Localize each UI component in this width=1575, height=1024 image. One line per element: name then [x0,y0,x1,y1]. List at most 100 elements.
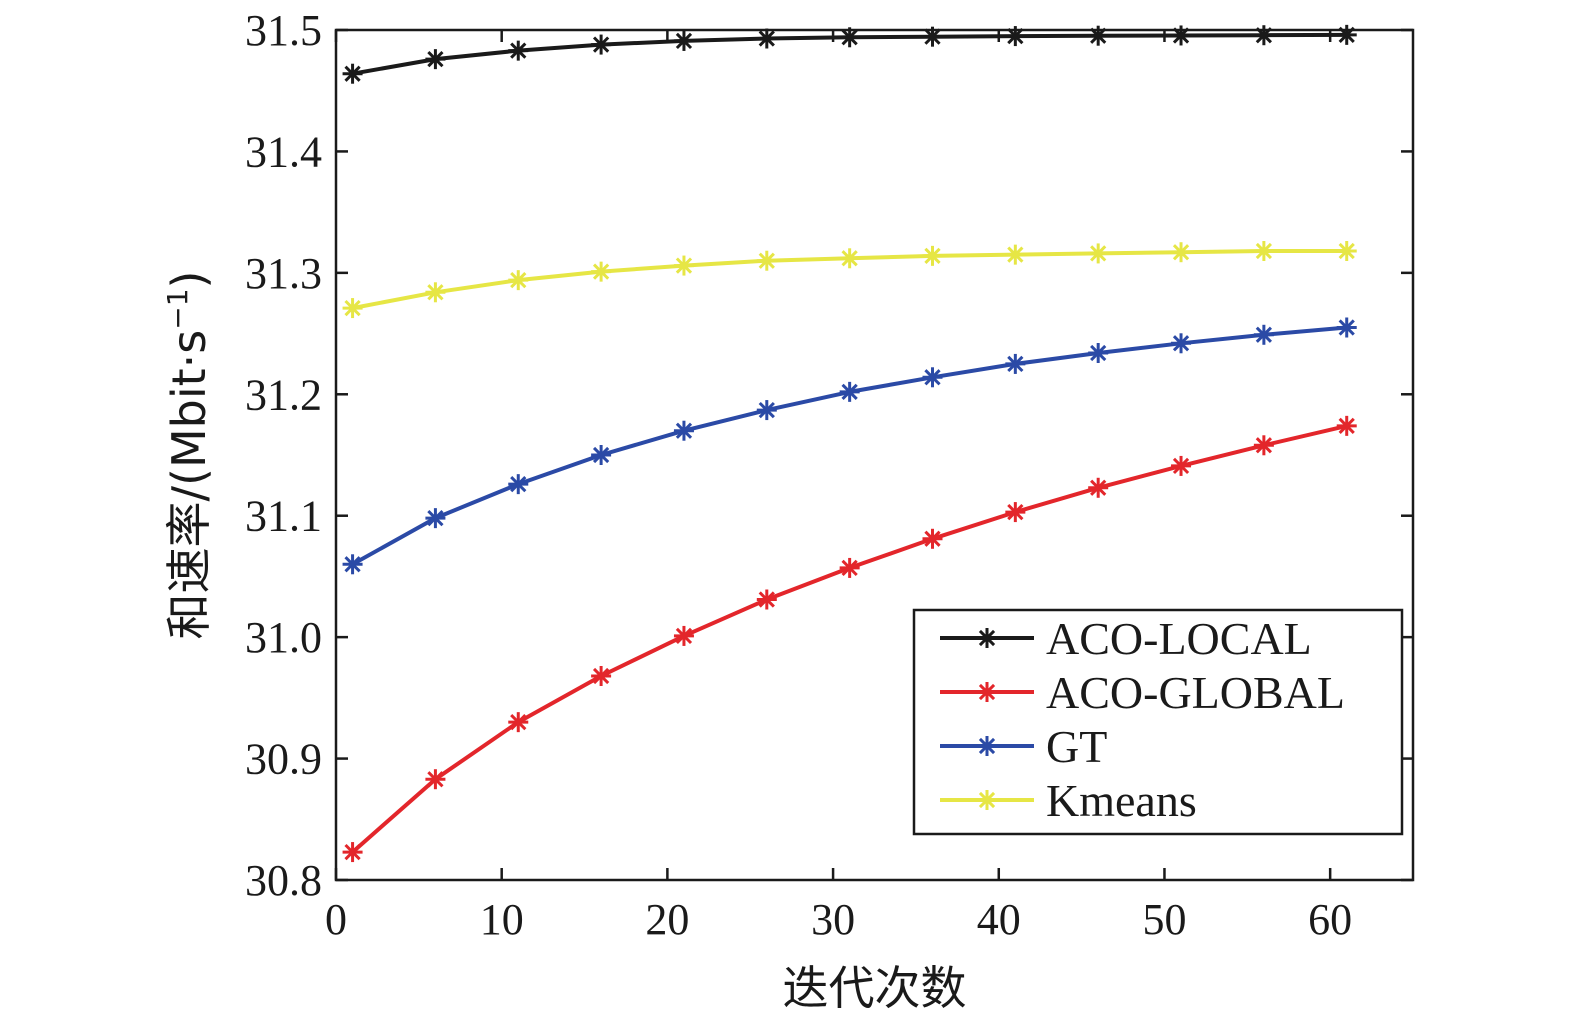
data-point-kmeans [425,282,446,303]
data-point-gt [756,400,777,421]
data-point-kmeans-stroke [427,284,444,301]
data-point-aco-local-stroke [1007,27,1024,45]
data-point-aco-local-stroke [427,51,444,68]
data-point-aco-global [673,625,694,646]
data-point-aco-global [1005,502,1026,523]
y-tick-label: 31.2 [245,370,322,419]
x-tick-label: 60 [1308,895,1352,944]
data-point-aco-global-stroke [841,559,858,577]
data-point-aco-global-stroke [675,627,693,645]
y-axis-title-main: 和速率/(Mbit·s [162,330,216,640]
data-point-aco-global-stroke [924,530,941,547]
data-point-gt [508,474,529,495]
data-point-aco-global [922,528,943,549]
data-point-aco-local [1336,24,1357,45]
data-point-gt-stroke [1338,319,1355,336]
data-point-aco-local-stroke [675,32,693,50]
legend-marker-aco-local [977,628,997,648]
data-point-kmeans-stroke [1255,242,1273,260]
data-point-gt-stroke [841,383,858,400]
data-point-gt [1336,317,1357,338]
data-point-gt [1253,324,1274,345]
data-point-gt-stroke [1172,335,1190,352]
data-point-aco-local-stroke [592,36,610,53]
plot-frame [334,28,1415,882]
data-point-aco-local-stroke [841,29,858,46]
data-point-aco-global-stroke [344,843,361,861]
data-point-kmeans-stroke [592,263,610,280]
data-point-kmeans [508,270,529,291]
data-point-aco-local-stroke [344,65,361,82]
axes: 0 10 20 30 40 50 60 30.8 30.9 31.0 31.1 31.2 31.3 31.… [161,6,1415,1015]
legend-marker-kmeans-stroke [978,791,996,809]
data-point-aco-local-stroke [758,30,775,47]
data-point-aco-global-stroke [758,591,775,608]
data-point-gt-stroke [1255,326,1273,343]
legend-label-aco-global: ACO-GLOBAL [1046,667,1345,718]
data-point-aco-global-stroke [510,714,527,731]
data-point-kmeans-stroke [675,257,693,274]
legend-box [912,608,1404,836]
data-point-aco-local [591,34,612,55]
data-point-aco-local [1253,25,1274,46]
y-tick-label: 31.5 [245,6,322,55]
data-point-gt-stroke [1090,344,1107,362]
x-tick-label: 20 [645,895,689,944]
data-point-aco-global [756,589,777,610]
data-point-gt [1171,333,1192,354]
series-line-gt [351,325,1347,567]
data-point-aco-global-stroke [1255,437,1273,454]
data-point-kmeans [1253,241,1274,261]
x-tick-label: 40 [977,895,1021,944]
data-point-aco-global [508,712,529,733]
data-point-aco-global-stroke [1090,479,1107,496]
plot-area [342,24,1357,863]
data-point-aco-global [1171,455,1192,476]
data-point-kmeans [839,248,860,269]
data-point-aco-global-stroke [592,667,610,685]
data-point-kmeans [673,255,694,276]
y-tick-label: 31.1 [245,492,322,541]
data-point-gt [425,508,446,529]
data-point-gt-stroke [758,401,775,419]
data-point-kmeans [1336,241,1357,261]
data-point-kmeans [342,298,363,319]
data-point-kmeans-stroke [841,250,858,267]
x-tick-label: 30 [811,895,855,944]
data-point-aco-local [425,49,446,70]
x-axis-title: 迭代次数 [783,961,967,1015]
legend-label-aco-local: ACO-LOCAL [1046,613,1312,664]
data-point-gt-stroke [1007,355,1024,373]
legend-marker-kmeans [977,790,997,810]
data-point-gt [1005,353,1026,374]
data-point-kmeans [922,245,943,266]
data-point-kmeans-stroke [1007,246,1024,263]
legend-marker-gt [977,736,997,756]
data-point-aco-global-stroke [1007,503,1024,521]
data-point-kmeans-stroke [1090,245,1107,262]
y-tick-label: 30.9 [245,735,322,784]
data-point-aco-global [591,666,612,686]
y-axis-title-superscript: −1 [161,288,194,329]
legend-label-gt: GT [1046,721,1107,772]
data-point-aco-global-stroke [1338,417,1355,434]
x-tick-label: 10 [480,895,524,944]
data-point-kmeans-stroke [344,299,361,317]
data-point-aco-global-stroke [427,771,444,788]
data-point-gt-stroke [427,510,444,527]
data-point-gt-stroke [924,369,941,386]
x-tick-label: 0 [325,895,347,944]
data-point-kmeans-stroke [510,272,527,289]
data-point-aco-local [756,28,777,49]
y-axis-title: 和速率/(Mbit·s−1) [161,271,216,640]
data-point-aco-local [508,40,529,61]
data-point-kmeans-stroke [1338,242,1355,260]
data-point-aco-local [342,63,363,84]
data-point-kmeans-stroke [924,247,941,264]
legend-label-kmeans: Kmeans [1046,775,1197,826]
data-point-gt-stroke [592,446,610,464]
y-axis-title-close: ) [162,271,216,289]
data-point-aco-global [342,842,363,863]
data-point-aco-local-stroke [924,28,941,45]
data-point-kmeans [1005,244,1026,265]
